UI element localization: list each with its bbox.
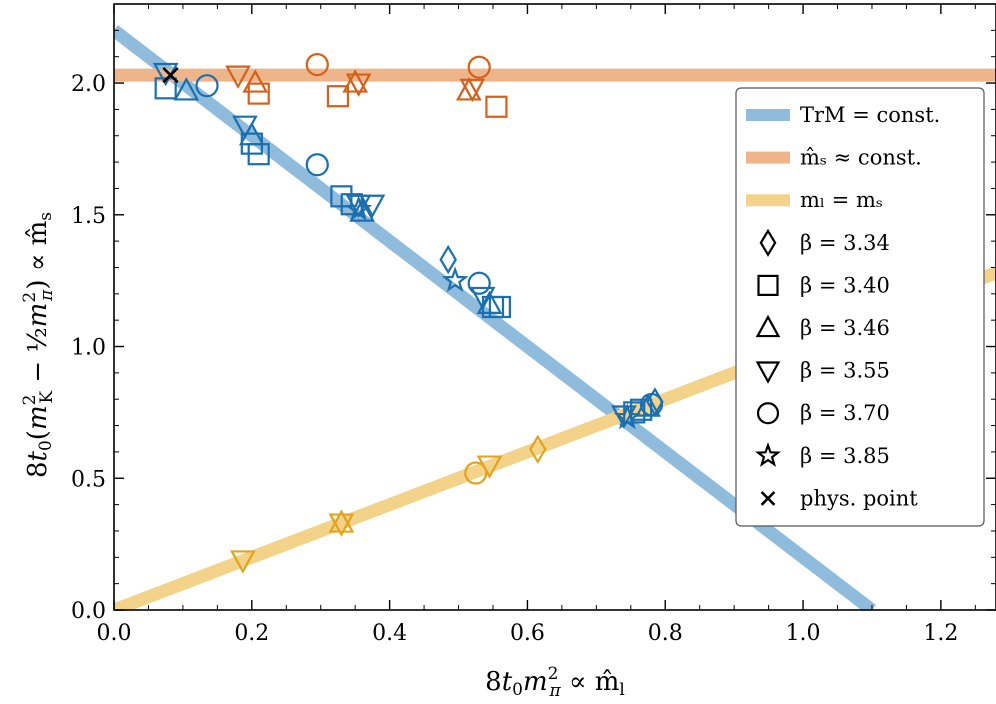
data-point-3-2 <box>328 509 355 533</box>
data-point-2-11 <box>485 95 508 118</box>
data-point-2-4 <box>305 52 329 77</box>
x-tick-label: 1.2 <box>923 621 958 646</box>
legend-marker <box>757 274 779 296</box>
data-point-1-29 <box>646 387 664 417</box>
y-tick-label: 1.5 <box>71 204 106 229</box>
data-point-1-13 <box>349 198 375 222</box>
legend-marker-label: β = 3.40 <box>800 273 890 297</box>
legend-marker <box>755 314 781 338</box>
y-tick-label: 2.0 <box>71 72 106 97</box>
data-point-2-10 <box>467 55 491 79</box>
legend-marker <box>756 402 780 425</box>
legend-marker <box>759 228 777 257</box>
data-point-2-2 <box>225 65 251 89</box>
legend-marker-label: phys. point <box>800 486 918 510</box>
data-point-2-1 <box>247 82 270 105</box>
y-tick-label: 0.5 <box>71 467 106 492</box>
y-axis-label: 8t0(m2K − ½m2π) ∝ m̂s <box>20 212 57 478</box>
legend-marker-label: β = 3.70 <box>800 401 890 425</box>
legend-line-label: TrM = const. <box>800 103 940 127</box>
data-point-1-4 <box>195 74 219 98</box>
data-point-2-9 <box>459 78 486 103</box>
legend-marker <box>755 361 781 384</box>
legend-marker-label: β = 3.46 <box>800 316 890 340</box>
data-point-1-8 <box>247 143 270 166</box>
plot-frame <box>113 3 996 611</box>
data-point-1-15 <box>359 194 386 219</box>
legend-marker-label: β = 3.85 <box>800 444 890 468</box>
data-point-2-8 <box>456 77 482 101</box>
phys-point-marker <box>162 67 179 84</box>
x-tick-label: 0.0 <box>97 621 132 646</box>
data-point-1-18 <box>467 271 491 295</box>
data-point-2-7 <box>345 73 372 97</box>
data-point-2-5 <box>326 85 350 108</box>
data-point-3-3 <box>328 513 355 537</box>
x-tick-label: 0.6 <box>510 621 545 646</box>
data-point-2-6 <box>342 69 369 93</box>
y-tick-label: 1.0 <box>71 336 106 361</box>
legend-marker <box>754 442 782 467</box>
data-point-1-27 <box>635 393 661 417</box>
data-point-1-9 <box>305 153 329 177</box>
data-points <box>152 52 664 574</box>
data-point-3-1 <box>229 550 256 574</box>
data-point-3-6 <box>528 434 547 464</box>
x-tick-label: 0.2 <box>234 621 269 646</box>
x-tick-label: 0.4 <box>372 621 407 646</box>
legend-box <box>735 87 985 527</box>
data-point-2-3 <box>242 69 269 93</box>
data-point-1-3 <box>173 77 200 101</box>
legend-line-label: m̂ₛ ≈ const. <box>800 146 922 170</box>
y-tick-label: 0.0 <box>71 599 106 624</box>
x-tick-label: 1.0 <box>786 621 821 646</box>
legend-marker-label: β = 3.55 <box>800 359 890 383</box>
legend: TrM = const. m̂ₛ ≈ const. mₗ = mₛ β = 3.34 β… <box>735 87 985 527</box>
x-axis-label: 8t0m2 π ∝ m̂l <box>485 664 625 701</box>
legend-line-label: mₗ = mₛ <box>800 188 883 212</box>
data-point-1-16 <box>439 244 457 275</box>
data-point-3-4 <box>464 461 488 485</box>
data-point-3-5 <box>476 455 503 479</box>
legend-marker <box>760 491 776 506</box>
data-point-1-22 <box>488 295 511 319</box>
axes: 0.0 0.2 0.4 0.6 0.8 1.0 1.2 0.0 0.5 1.0 1.5 2.0 <box>71 3 996 646</box>
data-point-1-17 <box>441 266 469 293</box>
legend-marker-label: β = 3.34 <box>800 231 890 255</box>
x-tick-label: 0.8 <box>648 621 683 646</box>
